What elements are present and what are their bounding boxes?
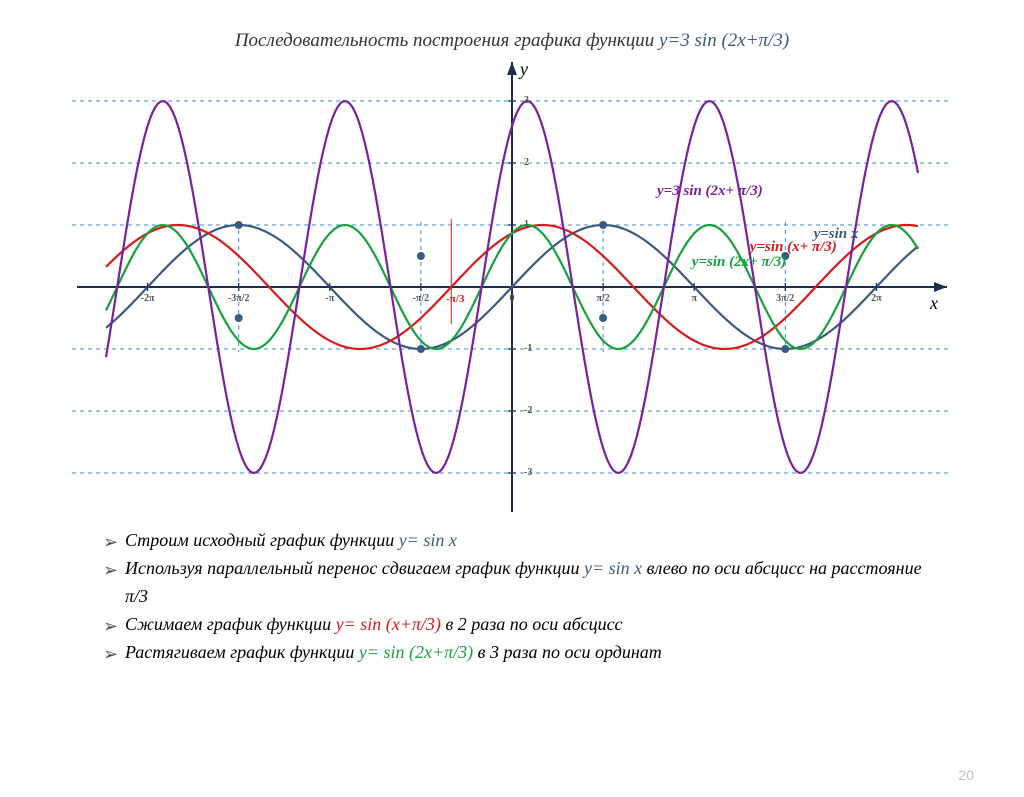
chart-container: y x -2π -3π/2 -π -π/2 0 π/2 π 3π/2 2π -3 -2 -1 1 2 3 -π/3… <box>72 57 952 517</box>
step-prefix: Сжимаем график функции <box>125 614 336 634</box>
curve-label-3sin2x: y=3 sin (2x+ π/3) <box>657 183 763 200</box>
page-number: 20 <box>958 767 974 783</box>
xtick-label: -3π/2 <box>228 293 250 304</box>
xtick-label: π <box>691 293 696 304</box>
step-prefix: Растягиваем график функции <box>125 642 359 662</box>
step-formula: y= sin (x+π/3) <box>336 614 441 634</box>
ytick-label: -3 <box>524 467 532 478</box>
step-prefix: Используя параллельный перенос сдвигаем … <box>125 558 584 578</box>
curve-label-sinxp3: y=sin (x+ π/3) <box>750 239 837 256</box>
bullet-icon: ➢ <box>103 529 118 557</box>
xtick-label: 3π/2 <box>776 293 794 304</box>
title-formula: y=3 sin (2x+π/3) <box>659 30 789 51</box>
page-title: Последовательность построения графика фу… <box>0 30 1024 52</box>
title-prefix: Последовательность построения графика фу… <box>235 30 659 51</box>
bullet-icon: ➢ <box>103 557 118 585</box>
bullet-icon: ➢ <box>103 613 118 641</box>
function-chart <box>72 57 952 517</box>
ytick-label: 2 <box>524 157 529 168</box>
x-axis-label: x <box>930 293 938 314</box>
step-item: ➢ Растягиваем график функции y= sin (2x+π… <box>97 639 927 667</box>
step-formula: y= sin x <box>584 558 642 578</box>
step-suffix: в 2 раза по оси абсцисс <box>441 614 623 634</box>
ytick-label: -1 <box>524 343 532 354</box>
step-suffix: в 3 раза по оси ординат <box>473 642 662 662</box>
xtick-label: 2π <box>871 293 881 304</box>
phase-marker-label: -π/3 <box>446 293 464 305</box>
xtick-label: 0 <box>510 293 515 304</box>
step-formula: y= sin (2x+π/3) <box>359 642 473 662</box>
xtick-label: -π/2 <box>413 293 430 304</box>
ytick-label: 3 <box>524 95 529 106</box>
steps-list: ➢ Строим исходный график функции y= sin x… <box>97 527 927 666</box>
xtick-label: -π <box>325 293 334 304</box>
y-axis-label: y <box>520 59 528 80</box>
curve-label-sin2xp3: y=sin (2x+ π/3) <box>692 254 786 271</box>
step-item: ➢ Используя параллельный перенос сдвигаем… <box>97 555 927 611</box>
step-formula: y= sin x <box>399 530 457 550</box>
step-item: ➢ Сжимаем график функции y= sin (x+π/3) в… <box>97 611 927 639</box>
bullet-icon: ➢ <box>103 641 118 669</box>
xtick-label: π/2 <box>596 293 609 304</box>
step-prefix: Строим исходный график функции <box>125 530 399 550</box>
step-item: ➢ Строим исходный график функции y= sin x <box>97 527 927 555</box>
xtick-label: -2π <box>141 293 155 304</box>
ytick-label: -2 <box>524 405 532 416</box>
ytick-label: 1 <box>524 219 529 230</box>
